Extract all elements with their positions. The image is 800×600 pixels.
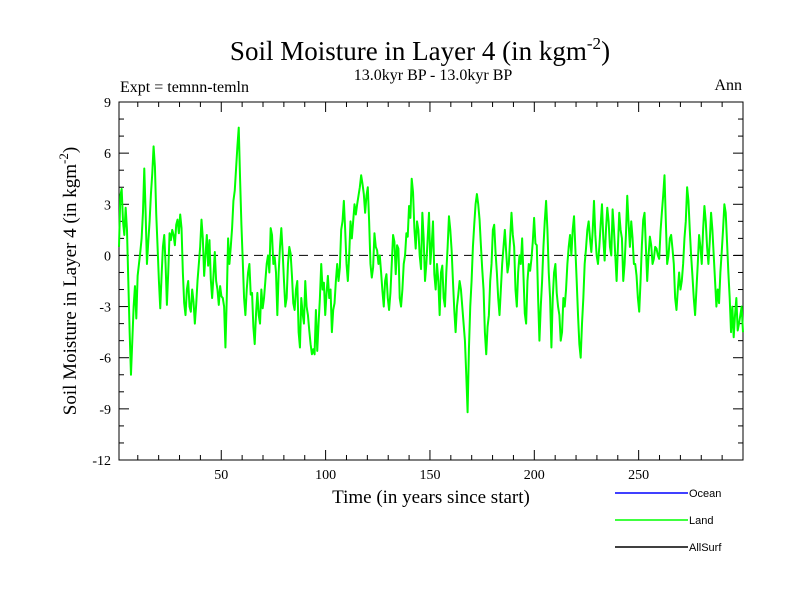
legend-label-allsurf: AllSurf xyxy=(689,542,722,554)
plot-frame xyxy=(118,101,744,461)
x-tick-label-150: 150 xyxy=(419,468,440,483)
x-tick-label-250: 250 xyxy=(628,468,649,483)
experiment-label: Expt = temnn-temln xyxy=(120,79,249,96)
season-label: Ann xyxy=(714,77,742,94)
y-tick-label-6: 6 xyxy=(104,147,111,162)
legend: Ocean Land AllSurf xyxy=(615,488,722,554)
chart-title-close: ) xyxy=(601,36,610,66)
y-tick-label--6: -6 xyxy=(99,352,111,367)
y-tick-label-3: 3 xyxy=(104,198,111,213)
y-tick-label-0: 0 xyxy=(104,249,111,264)
y-tick-label--12: -12 xyxy=(92,454,111,469)
y-axis-label-close: ) xyxy=(60,147,81,153)
chart-title: Soil Moisture in Layer 4 (in kgm-2) xyxy=(230,34,610,66)
series-line-land xyxy=(118,126,744,414)
x-tick-label-50: 50 xyxy=(214,468,228,483)
y-tick-labels: 9 6 3 0 -3 -6 -9 -12 xyxy=(92,96,111,469)
x-tick-label-200: 200 xyxy=(524,468,545,483)
y-axis-label-superscript: -2 xyxy=(56,153,71,164)
chart-title-text: Soil Moisture in Layer 4 (in kgm xyxy=(230,36,587,66)
axis-ticks xyxy=(119,101,743,461)
x-tick-labels: 50 100 150 200 250 xyxy=(214,468,649,483)
chart-title-superscript: -2 xyxy=(587,34,601,53)
y-tick-label--3: -3 xyxy=(99,301,111,316)
y-axis-label-text: Soil Moisture in Layer 4 (in kgm xyxy=(60,164,81,415)
legend-label-ocean: Ocean xyxy=(689,488,721,500)
y-tick-label--9: -9 xyxy=(99,403,111,418)
x-axis-label: Time (in years since start) xyxy=(332,487,530,508)
x-tick-label-100: 100 xyxy=(315,468,336,483)
chart-subtitle: 13.0kyr BP - 13.0kyr BP xyxy=(354,67,513,84)
y-axis-label: Soil Moisture in Layer 4 (in kgm-2) xyxy=(56,147,81,415)
y-tick-label-9: 9 xyxy=(104,96,111,111)
legend-label-land: Land xyxy=(689,515,713,527)
